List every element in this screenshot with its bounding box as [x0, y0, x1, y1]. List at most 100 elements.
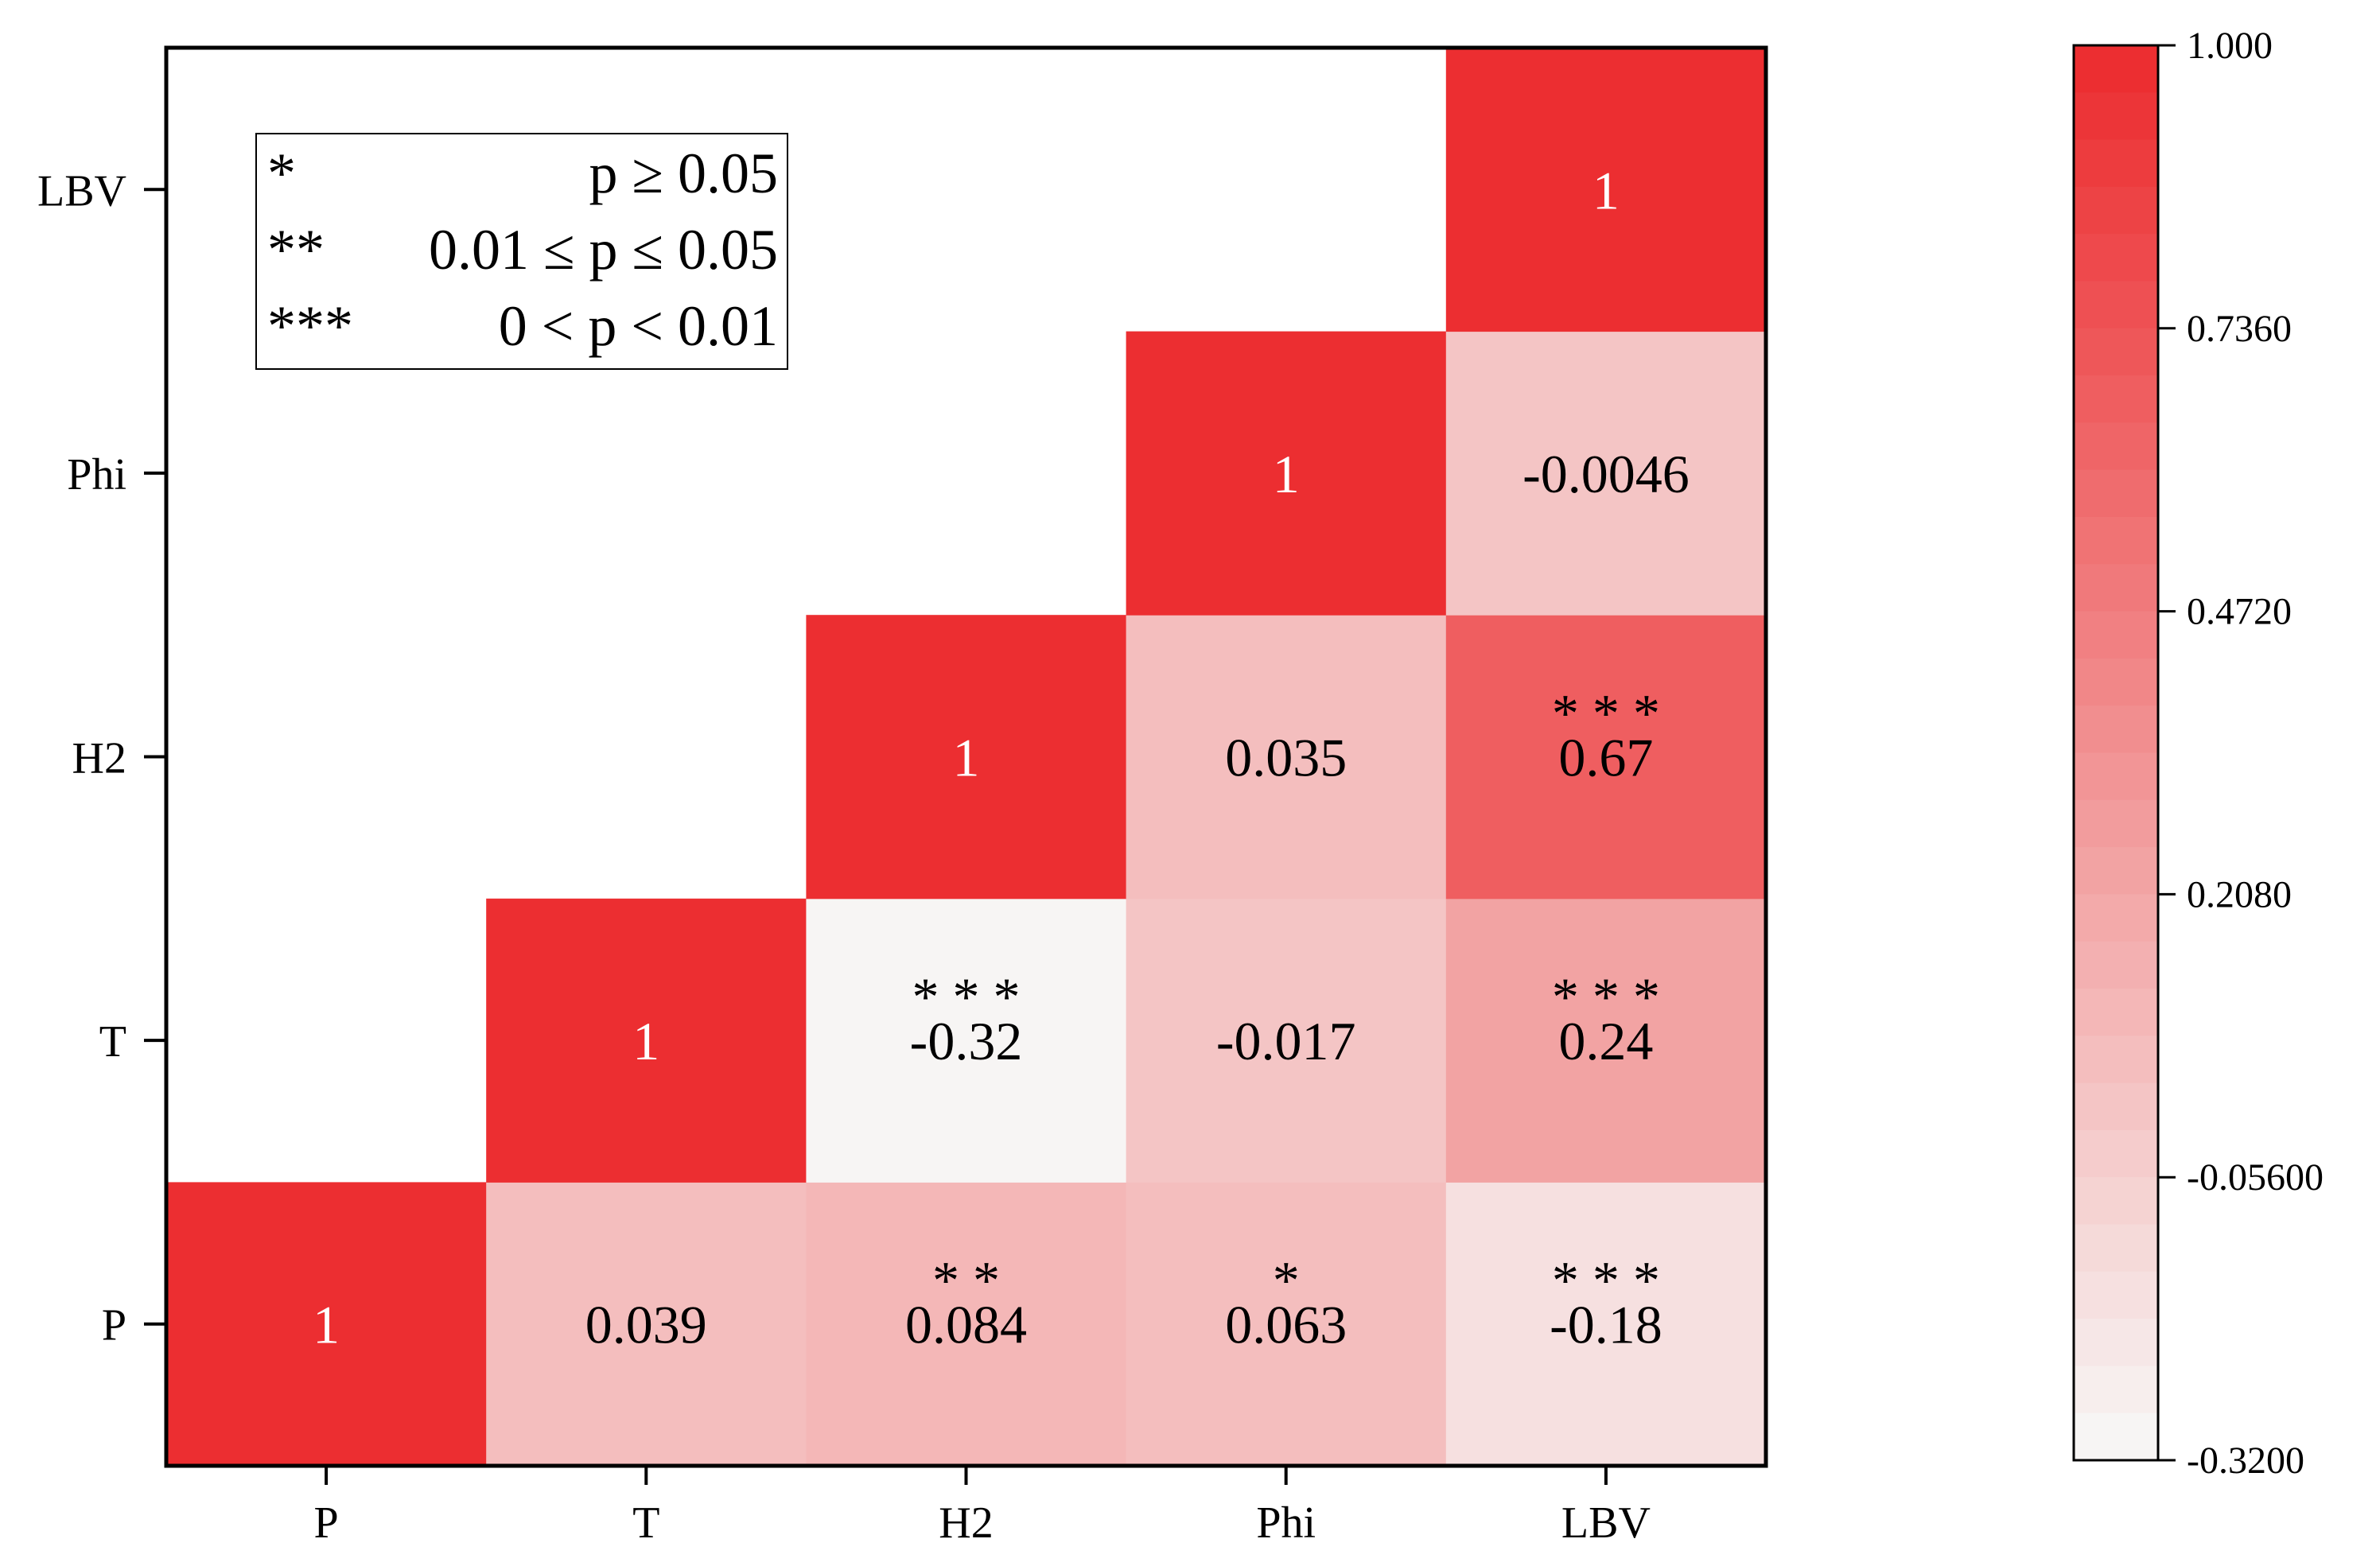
colorbar-band	[2074, 752, 2158, 801]
cell-value-label: 1	[313, 1295, 340, 1355]
colorbar-tick-label: -0.05600	[2187, 1156, 2324, 1199]
cell-value-label: 1	[1592, 160, 1620, 220]
colorbar-band	[2074, 517, 2158, 565]
colorbar-band	[2074, 564, 2158, 612]
heatmap-cell-phi-lbv: -0.0046	[1445, 331, 1767, 616]
cell-fill	[1126, 898, 1447, 1183]
cell-fill	[806, 1182, 1127, 1467]
colorbar-border	[2072, 44, 2160, 1462]
cell-fill	[1445, 1182, 1767, 1467]
colorbar-band	[2074, 234, 2158, 282]
cell-fill	[166, 1182, 487, 1467]
colorbar: 1.000 0.7360 0.4720 0.2080 -0.05600 -0.3200	[2072, 25, 2324, 1482]
colorbar-tick-label: 1.000	[2187, 25, 2273, 67]
heatmap-cell-h2-h2: 1	[806, 615, 1127, 900]
colorbar-band	[2074, 186, 2158, 235]
cell-value-label: 0.063	[1225, 1295, 1347, 1355]
cell-fill	[1445, 331, 1767, 616]
colorbar-band	[2074, 1224, 2158, 1273]
legend-text-1: p ≥ 0.05	[589, 142, 778, 205]
heatmap-cell-t-t: 1	[486, 898, 807, 1183]
cell-value-label: 1	[1273, 444, 1300, 504]
cell-value-label: 0.039	[585, 1295, 707, 1355]
cell-fill	[486, 1182, 807, 1467]
heatmap-cell-t-h2: -0.32* * *	[806, 898, 1127, 1183]
cell-fill	[1126, 331, 1447, 616]
colorbar-band	[2074, 375, 2158, 423]
cell-significance-stars: * * *	[1552, 683, 1660, 744]
colorbar-band	[2074, 45, 2158, 93]
cell-fill	[1445, 615, 1767, 900]
cell-value-label: -0.0046	[1522, 444, 1690, 504]
cell-value-label: 1	[953, 728, 980, 788]
cell-significance-stars: * * *	[1552, 966, 1660, 1027]
heatmap-cell-p-t: 0.039	[486, 1182, 807, 1467]
colorbar-band	[2074, 139, 2158, 188]
colorbar-band	[2074, 1319, 2158, 1366]
y-tick-label: T	[99, 1017, 126, 1067]
colorbar-band	[2074, 1082, 2158, 1131]
colorbar-band	[2074, 658, 2158, 706]
colorbar-band	[2074, 1129, 2158, 1178]
cell-value-label: -0.18	[1550, 1295, 1662, 1355]
legend-border	[255, 133, 788, 370]
colorbar-band	[2074, 1177, 2158, 1226]
colorbar-band	[2074, 1036, 2158, 1084]
colorbar-band	[2074, 1271, 2158, 1319]
heatmap-cell-p-h2: 0.084* *	[806, 1182, 1127, 1467]
colorbar-tick-label: -0.3200	[2187, 1440, 2304, 1482]
cell-fill	[1445, 898, 1767, 1183]
cell-value-label: 0.24	[1558, 1011, 1653, 1071]
cell-value-label: 1	[632, 1011, 659, 1071]
y-tick-label: Phi	[67, 450, 126, 499]
legend-text-3: 0 < p < 0.01	[499, 294, 778, 358]
colorbar-band	[2074, 469, 2158, 518]
cell-fill	[1126, 615, 1447, 900]
colorbar-band	[2074, 281, 2158, 329]
cell-significance-stars: * * *	[1552, 1250, 1660, 1311]
x-tick-label: LBV	[1561, 1498, 1651, 1548]
heatmap-cell-t-phi: -0.017	[1126, 898, 1447, 1183]
colorbar-band	[2074, 705, 2158, 754]
legend-stars-1: *	[267, 142, 296, 205]
colorbar-band	[2074, 328, 2158, 376]
cell-value-label: -0.017	[1216, 1011, 1356, 1071]
colorbar-band	[2074, 1366, 2158, 1414]
cell-significance-stars: *	[1273, 1250, 1300, 1311]
cell-value-label: 0.67	[1558, 728, 1653, 788]
heatmap-cells: 1 0.039 0.084* *0.063*-0.18* * *1 -0.32* * …	[166, 48, 1767, 1467]
colorbar-band	[2074, 847, 2158, 895]
y-tick-label: H2	[72, 734, 126, 783]
heatmap-cell-phi-phi: 1	[1126, 331, 1447, 616]
colorbar-tick-label: 0.7360	[2187, 308, 2292, 350]
heatmap-cell-p-lbv: -0.18* * *	[1445, 1182, 1767, 1467]
colorbar-tick-label: 0.4720	[2187, 591, 2292, 633]
y-tick-label: P	[102, 1301, 126, 1350]
y-axis: LBV Phi H2 T P	[37, 166, 166, 1350]
cell-fill	[1445, 48, 1767, 332]
colorbar-band	[2074, 894, 2158, 942]
heatmap-cell-h2-lbv: 0.67* * *	[1445, 615, 1767, 900]
heatmap-cell-p-p: 1	[166, 1182, 487, 1467]
colorbar-band	[2074, 1413, 2158, 1461]
heatmap-cell-t-lbv: 0.24* * *	[1445, 898, 1767, 1183]
legend-stars-3: ***	[267, 294, 353, 358]
colorbar-band	[2074, 941, 2158, 989]
x-tick-label: Phi	[1256, 1498, 1316, 1548]
x-tick-label: T	[632, 1498, 659, 1548]
cell-significance-stars: * * *	[912, 966, 1021, 1027]
colorbar-band	[2074, 92, 2158, 141]
x-axis: P T H2 Phi LBV	[314, 1466, 1651, 1548]
colorbar-tick-label: 0.2080	[2187, 873, 2292, 915]
colorbar-band	[2074, 422, 2158, 471]
colorbar-band	[2074, 989, 2158, 1036]
colorbar-band	[2074, 799, 2158, 848]
legend-stars-2: **	[267, 218, 325, 282]
cell-fill	[1126, 1182, 1447, 1467]
heatmap-cell-p-phi: 0.063*	[1126, 1182, 1447, 1467]
significance-legend: * p ≥ 0.05 ** 0.01 ≤ p ≤ 0.05 *** 0 < p …	[255, 133, 788, 370]
cell-significance-stars: * *	[932, 1250, 1000, 1311]
x-tick-label: P	[314, 1498, 339, 1548]
cell-value-label: 0.035	[1225, 728, 1347, 788]
